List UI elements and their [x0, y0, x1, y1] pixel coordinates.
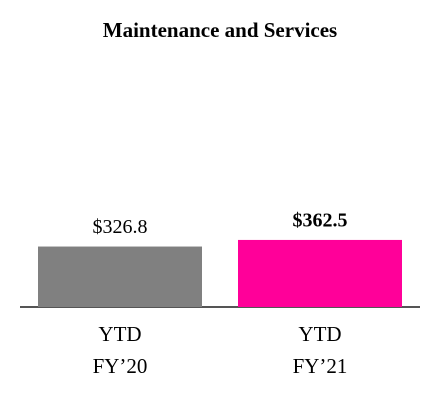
bar — [238, 239, 402, 307]
bar — [38, 246, 202, 307]
value-label: $326.8 — [93, 216, 148, 238]
category-label: YTD FY’20 — [92, 322, 148, 378]
chart-title: Maintenance and Services — [103, 18, 337, 42]
category-label: YTD FY’21 — [292, 322, 348, 378]
value-label: $362.5 — [293, 210, 348, 232]
